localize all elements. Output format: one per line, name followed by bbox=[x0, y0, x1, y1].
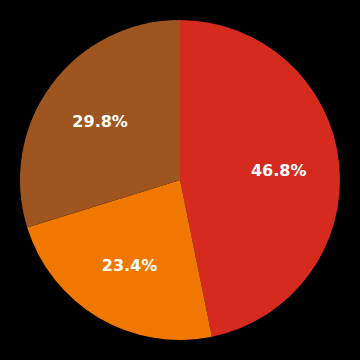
data-label: 46.8% bbox=[251, 161, 307, 180]
chart: 46.8% 23.4% 29.8% bbox=[0, 0, 360, 360]
pie bbox=[20, 20, 340, 340]
pie-slice bbox=[20, 20, 180, 228]
data-label: 29.8% bbox=[72, 112, 128, 131]
pie-slice bbox=[180, 20, 340, 337]
data-label: 23.4% bbox=[102, 256, 158, 275]
data-labels: 46.8% 23.4% 29.8% bbox=[72, 112, 306, 275]
background bbox=[0, 0, 360, 360]
